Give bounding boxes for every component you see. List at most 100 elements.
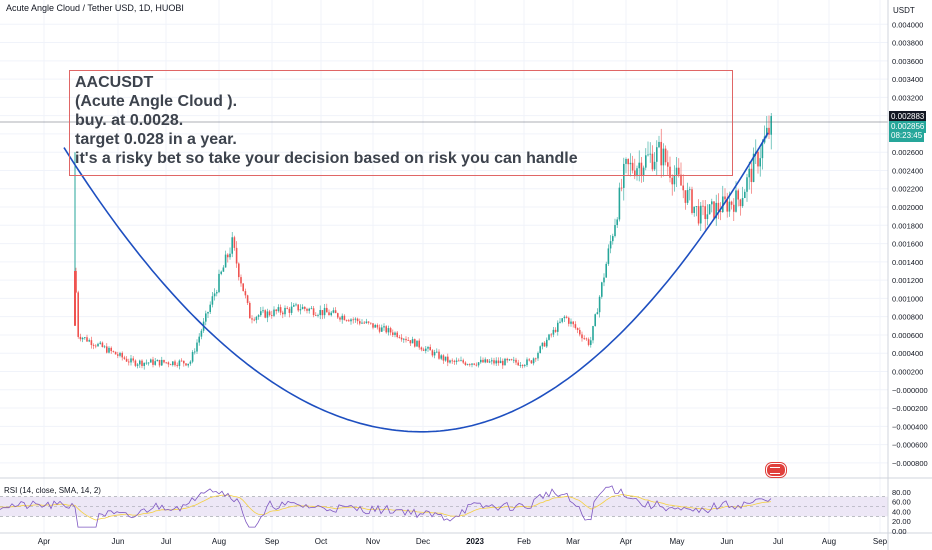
candle-body — [482, 359, 484, 363]
candle-body — [216, 292, 218, 294]
price-tick-label: 0.004000 — [892, 20, 923, 29]
candle-body — [112, 351, 115, 352]
candle-body — [612, 236, 614, 242]
candlestick-series — [74, 112, 772, 370]
candle-body — [337, 313, 339, 318]
candle-body — [697, 206, 700, 224]
candle-body — [420, 347, 423, 350]
candle-body — [581, 334, 583, 339]
price-tick-label: 0.003200 — [892, 93, 923, 102]
candle-body — [504, 358, 506, 366]
time-axis[interactable]: Apr Jun Jul Aug Sep Oct Nov Dec 2023 Feb Mar Apr May… — [38, 537, 888, 546]
candle-body — [647, 154, 649, 156]
candle-body — [229, 253, 231, 258]
candle-body — [356, 318, 359, 322]
candle-body — [702, 205, 704, 207]
price-tick-label: −0.000000 — [892, 386, 928, 395]
candle-body — [191, 352, 194, 362]
candle-body — [675, 167, 678, 176]
price-tick-label: 0.001400 — [892, 258, 923, 267]
candle-body — [106, 346, 108, 353]
candle-body — [447, 356, 449, 363]
candle-body — [735, 190, 737, 212]
candle-body — [350, 319, 352, 322]
candle-body — [103, 346, 106, 348]
candle-body — [88, 340, 90, 342]
candle-body — [147, 362, 150, 364]
candle-body — [400, 337, 403, 340]
candle-body — [770, 116, 772, 135]
candle-body — [176, 365, 178, 367]
candle-body — [354, 318, 357, 320]
candle-body — [282, 312, 284, 315]
candle-body — [143, 362, 145, 366]
candle-body — [341, 315, 343, 320]
candle-body — [491, 360, 493, 362]
candle-body — [750, 168, 753, 182]
candle-body — [321, 310, 324, 316]
candle-body — [473, 363, 475, 365]
candle-body — [332, 310, 335, 313]
candle-body — [348, 320, 350, 322]
candle-body — [319, 310, 321, 316]
candle-body — [649, 153, 651, 155]
candle-body — [455, 360, 458, 362]
candle-body — [724, 196, 726, 200]
candle-body — [409, 340, 412, 344]
candle-body — [759, 158, 761, 167]
candle-body — [431, 350, 434, 356]
price-tick-label: 0.002000 — [892, 203, 923, 212]
candle-body — [376, 324, 379, 328]
candle-body — [594, 314, 596, 327]
candle-body — [405, 338, 407, 341]
candle-body — [460, 360, 462, 362]
annotation-box[interactable] — [69, 70, 733, 176]
candle-body — [715, 202, 717, 219]
candle-body — [618, 187, 621, 220]
candle-body — [440, 355, 442, 359]
candle-body — [101, 342, 104, 347]
candle-body — [411, 339, 414, 344]
candle-body — [427, 347, 429, 349]
candle-body — [74, 270, 76, 326]
us-flag-icon[interactable] — [766, 463, 786, 477]
candle-body — [130, 358, 132, 363]
time-tick-label: Aug — [212, 537, 226, 546]
cup-curve-overlay[interactable] — [63, 132, 769, 433]
price-axis[interactable]: 0.004000 0.003800 0.003600 0.003400 0.003200… — [892, 20, 928, 468]
annotation-line-5: it's a risky bet so take your decision b… — [75, 150, 578, 167]
candle-body — [603, 277, 605, 283]
candle-body — [691, 189, 693, 213]
candle-body — [257, 315, 260, 317]
candle-body — [717, 202, 720, 212]
time-tick-label: Jun — [112, 537, 125, 546]
time-tick-label: Apr — [38, 537, 51, 546]
candle-body — [539, 346, 541, 353]
candle-body — [312, 308, 315, 316]
candle-body — [548, 334, 550, 340]
candle-body — [686, 190, 689, 203]
candle-body — [394, 332, 396, 335]
candle-body — [227, 254, 229, 258]
candle-body — [163, 359, 165, 363]
candle-body — [326, 307, 328, 313]
candle-body — [125, 358, 128, 362]
candle-body — [596, 312, 599, 315]
price-tick-label: 0.000200 — [892, 367, 923, 376]
candle-body — [154, 361, 156, 365]
candle-body — [506, 358, 508, 361]
candle-body — [308, 308, 310, 311]
candle-body — [469, 364, 471, 366]
candle-body — [528, 359, 530, 361]
candle-body — [352, 319, 354, 321]
candle-body — [387, 328, 390, 333]
candle-body — [616, 219, 618, 226]
price-tick-label: −0.000600 — [892, 441, 928, 450]
candle-body — [209, 304, 211, 313]
candle-body — [592, 326, 594, 341]
candle-body — [158, 359, 161, 366]
candle-body — [235, 247, 238, 264]
candle-body — [517, 362, 519, 366]
candle-body — [565, 316, 568, 318]
